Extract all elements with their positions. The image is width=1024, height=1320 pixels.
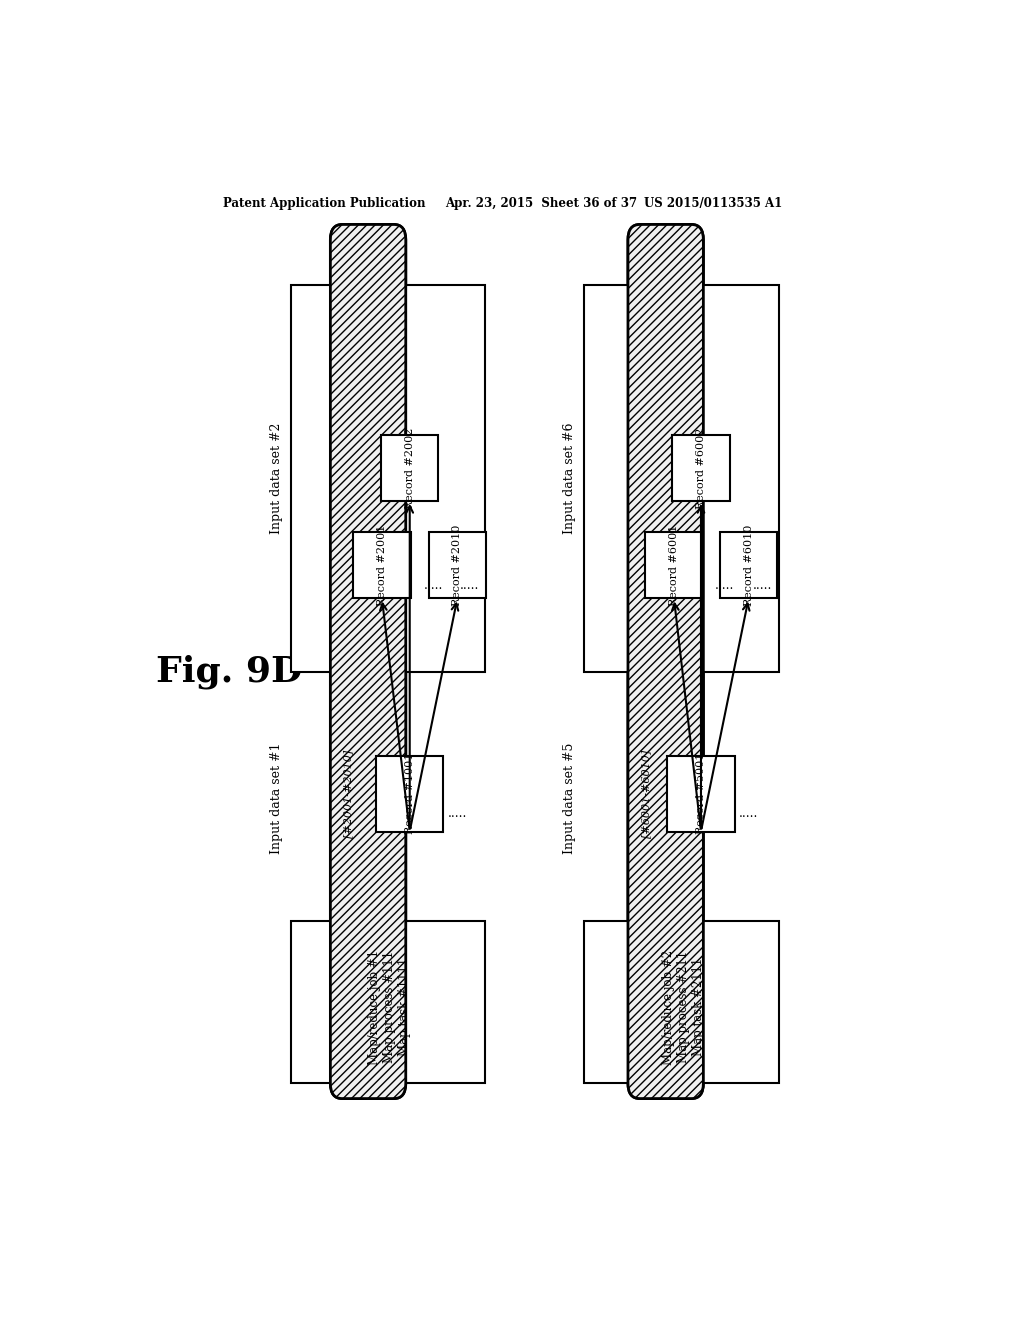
FancyBboxPatch shape: [628, 224, 703, 1098]
Text: US 2015/0113535 A1: US 2015/0113535 A1: [644, 197, 782, 210]
Text: Map/reduce job #1
Map process #111
Map task #1111: Map/reduce job #1 Map process #111 Map t…: [369, 949, 412, 1065]
Bar: [668, 755, 734, 832]
Text: Apr. 23, 2015  Sheet 36 of 37: Apr. 23, 2015 Sheet 36 of 37: [445, 197, 638, 210]
Text: .....: .....: [739, 808, 759, 821]
Text: Record #2010: Record #2010: [453, 524, 463, 606]
Bar: [429, 532, 486, 598]
Text: .....: .....: [460, 578, 479, 591]
Bar: [376, 755, 443, 832]
Text: [#6001-#6010]: [#6001-#6010]: [641, 750, 651, 838]
Text: Fig. 9D: Fig. 9D: [156, 655, 302, 689]
Text: .....: .....: [424, 578, 443, 591]
Text: Patent Application Publication: Patent Application Publication: [223, 197, 426, 210]
Bar: [585, 285, 778, 672]
Text: Record #5001: Record #5001: [696, 752, 706, 834]
FancyBboxPatch shape: [331, 224, 406, 1098]
Bar: [381, 436, 438, 502]
Text: Record #6002: Record #6002: [696, 428, 706, 510]
Text: Record #2001: Record #2001: [377, 524, 387, 606]
Bar: [585, 921, 778, 1084]
Text: Input data set #2: Input data set #2: [269, 422, 283, 535]
Bar: [645, 532, 702, 598]
Text: Record #6001: Record #6001: [669, 524, 679, 606]
Text: .....: .....: [447, 808, 467, 821]
Bar: [673, 436, 729, 502]
Text: Input data set #5: Input data set #5: [563, 743, 577, 854]
Text: Input data set #6: Input data set #6: [563, 422, 577, 535]
Text: Map/reduce job #2
Map process #211
Map task #2111: Map/reduce job #2 Map process #211 Map t…: [663, 949, 705, 1065]
Text: .....: .....: [754, 578, 772, 591]
Text: Record #2002: Record #2002: [404, 428, 415, 510]
FancyBboxPatch shape: [331, 224, 406, 1098]
Bar: [291, 285, 485, 672]
Bar: [353, 532, 411, 598]
Text: .....: .....: [715, 578, 734, 591]
Text: Record #6010: Record #6010: [743, 524, 754, 606]
FancyBboxPatch shape: [628, 224, 703, 1098]
Bar: [291, 921, 485, 1084]
Bar: [720, 532, 777, 598]
Text: Input data set #1: Input data set #1: [269, 743, 283, 854]
Text: [#2001-#2010]: [#2001-#2010]: [344, 750, 353, 838]
Text: Record #1001: Record #1001: [404, 752, 415, 834]
